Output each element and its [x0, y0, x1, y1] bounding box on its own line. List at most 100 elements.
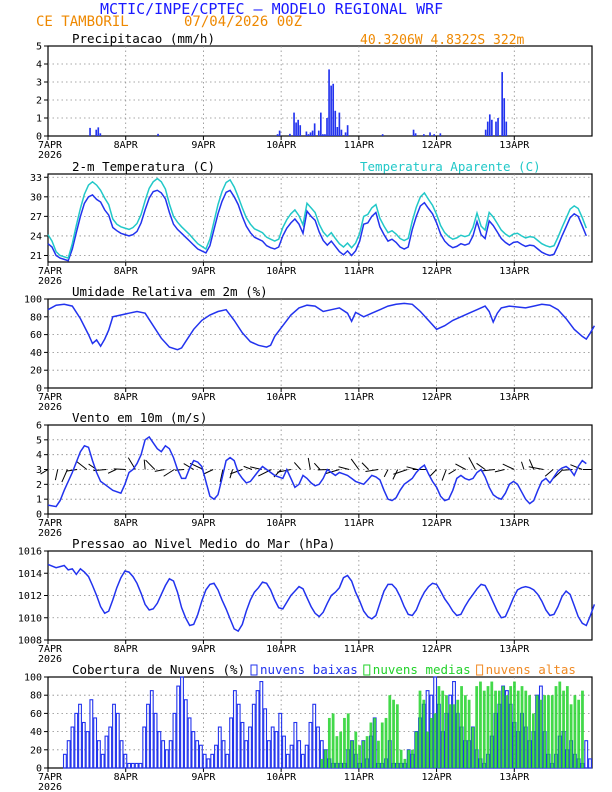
cloud-bar-green [343, 717, 346, 768]
x-tick-label: 13APR [499, 644, 530, 655]
wind-arrow [338, 466, 350, 470]
wind-arrow [448, 469, 457, 475]
precip-bar [439, 133, 442, 136]
y-tick-label: 1 [36, 114, 42, 125]
y-tick-label: 30 [30, 192, 42, 203]
wind-arrow [313, 462, 321, 470]
x-tick-label: 11APR [344, 392, 375, 403]
cloud-bar-green [513, 681, 516, 768]
x-tick-label: 7APR [38, 772, 63, 783]
cloud-bar-blue [70, 726, 75, 769]
legend-swatch [250, 664, 258, 676]
cloud-bar-green [399, 749, 403, 768]
cloud-bar-green [509, 686, 513, 768]
cloud-bar-green [569, 704, 573, 768]
cloud-bar-blue [130, 762, 135, 769]
cloud-bar-green [350, 740, 354, 768]
legend-label: nuvens baixas [260, 662, 358, 677]
rh-title: Umidade Relativa em 2m (%) [72, 284, 268, 299]
wind-arrow [544, 469, 554, 477]
precip-bar [299, 125, 302, 136]
cloud-bar-blue [146, 703, 150, 769]
precip-bar [336, 127, 339, 136]
precip-bar [486, 121, 489, 136]
clouds-title: Cobertura de Nuvens (%) [72, 662, 245, 677]
cloud-bar-green [324, 749, 327, 768]
y-tick-label: 0 [36, 384, 42, 395]
cloud-bar-blue [289, 744, 294, 769]
cloud-bar-blue [316, 726, 320, 769]
cloud-bar-blue [195, 740, 200, 769]
precip-bar [326, 118, 328, 136]
cloud-bar-blue [221, 740, 226, 769]
cloud-bar-green [377, 740, 380, 768]
cloud-bar-green [403, 758, 407, 768]
cloud-bar-blue [240, 721, 245, 769]
cloud-bar-green [562, 690, 565, 768]
precip-panel: 0 1 2 3 4 5 7APR 8APR 9APR 10APR 11APR 12APR 13APR 20… [36, 31, 593, 161]
cloud-bar-blue [210, 753, 215, 769]
cloud-bar-blue [172, 712, 177, 769]
cloud-bar-blue [89, 699, 94, 769]
y-tick-label: 4 [36, 60, 42, 71]
wind-arrow [293, 462, 301, 470]
y-tick-label: 24 [30, 231, 42, 242]
wind-arrow [76, 460, 88, 470]
x-tick-label: 11APR [344, 772, 375, 783]
y-tick-label: 1 [36, 495, 42, 506]
wind-arrow [307, 457, 311, 470]
cloud-bar-blue [183, 699, 188, 769]
cloud-bar-green [497, 690, 501, 768]
y-tick-label: 20 [30, 745, 42, 756]
cloud-bar-green [392, 699, 395, 768]
cloud-bar-blue [74, 712, 79, 769]
x-year-label: 2026 [38, 528, 62, 539]
cloud-bar-blue [217, 726, 222, 769]
wind-arrow [277, 469, 291, 473]
cloud-bar-blue [134, 762, 139, 769]
wind-arrow [552, 469, 564, 479]
cloud-bar-green [456, 699, 460, 768]
x-tick-label: 7APR [38, 266, 63, 277]
temp-legend: Temperatura Aparente (C) [360, 159, 541, 174]
x-tick-label: 12APR [422, 266, 453, 277]
y-tick-label: 0 [36, 132, 42, 143]
cloud-bar-green [407, 749, 411, 768]
cloud-bar-green [331, 713, 335, 768]
x-tick-label: 13APR [499, 772, 530, 783]
cloud-bar-blue [78, 703, 82, 769]
cloud-bar-blue [588, 758, 592, 769]
x-tick-label: 9APR [191, 392, 216, 403]
precip-bar [488, 114, 491, 136]
precip-bar [276, 134, 279, 136]
cloud-bar-blue [123, 753, 128, 769]
precip-bar [297, 119, 299, 136]
cloud-bar-green [388, 695, 392, 768]
cloud-bar-blue [191, 731, 196, 769]
x-tick-label: 8APR [114, 140, 139, 151]
cloud-bar-green [395, 704, 399, 768]
cloud-bar-blue [282, 735, 286, 769]
x-tick-label: 13APR [499, 140, 530, 151]
clouds-panel: 0 20 40 60 80 100 7APR 8APR 9APR 10APR 11APR 12APR 1… [24, 662, 593, 792]
cloud-bar-green [429, 717, 433, 768]
cloud-bar-blue [297, 740, 302, 769]
cloud-bar-green [520, 686, 524, 768]
cloud-bar-blue [278, 712, 283, 769]
x-tick-label: 9APR [191, 772, 216, 783]
y-tick-label: 2 [36, 96, 42, 107]
cloud-bar-green [494, 690, 497, 768]
x-year-label: 2026 [38, 654, 62, 665]
cloud-bar-blue [202, 753, 207, 769]
y-tick-label: 5 [36, 42, 42, 53]
y-tick-label: 4 [36, 450, 42, 461]
cloud-bar-blue [300, 753, 305, 769]
wind-arrow [40, 469, 49, 475]
x-tick-label: 12APR [422, 392, 453, 403]
x-tick-label: 10APR [266, 772, 297, 783]
precip-bar [328, 69, 330, 136]
precip-bar [414, 133, 417, 136]
y-tick-label: 1012 [18, 591, 42, 602]
cloud-bar-blue [119, 740, 124, 769]
